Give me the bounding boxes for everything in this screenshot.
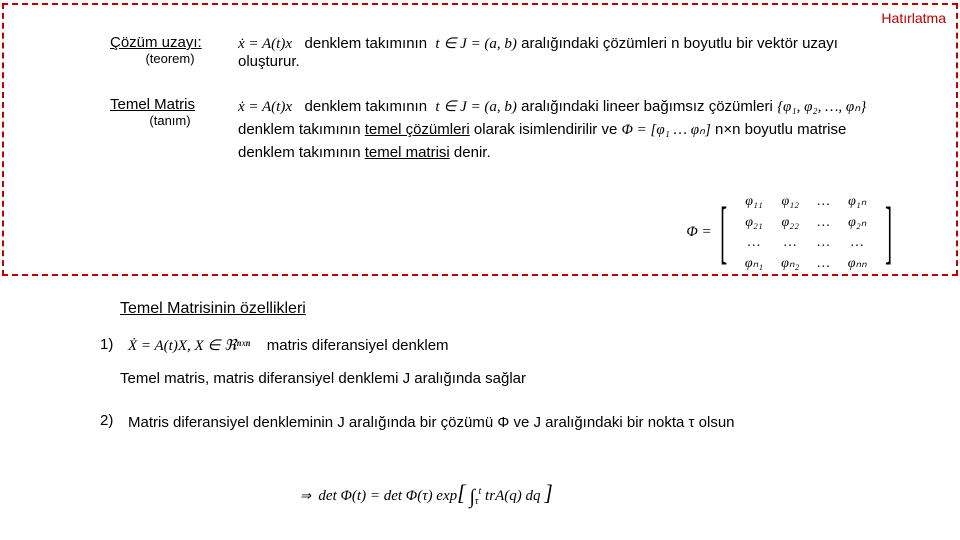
table-row: ………… [737,234,875,252]
fund-matrix-u1: temel çözümleri [365,121,470,138]
fund-matrix-p6: denir. [450,144,491,161]
cell: … [840,234,875,252]
fund-matrix-body: ẋ = A(t)x denklem takımının t ∈ J = (a, … [238,96,880,163]
item-1-line2: Temel matris, matris diferansiyel denkle… [120,370,526,387]
item-1-body: Ẋ = A(t)X, X ∈ ℜⁿˣⁿ matris diferansiyel … [128,336,880,355]
table-row: φ₂₁φ₂₂…φ₂ₙ [737,213,875,232]
cell: φ₁ₙ [840,192,875,211]
matrix-right-bracket: ] [885,198,892,268]
fund-matrix-sub: (tanım) [110,113,230,128]
cell: … [773,234,807,252]
matrix-left-bracket: [ [720,198,727,268]
phi-matrix: Φ = [ φ₁₁φ₁₂…φ₁ₙ φ₂₁φ₂₂…φ₂ₙ ………… φₙ₁φₙ₂…… [686,190,900,275]
item-1: 1) Ẋ = A(t)X, X ∈ ℜⁿˣⁿ matris diferansiy… [100,336,880,355]
cell: φₙₙ [840,254,875,273]
fund-matrix-interval: t ∈ J = (a, b) [435,99,517,115]
props-title: Temel Matrisinin özellikleri [120,300,306,318]
phi-matrix-body: φ₁₁φ₁₂…φ₁ₙ φ₂₁φ₂₂…φ₂ₙ ………… φₙ₁φₙ₂…φₙₙ [735,190,877,275]
item-2: 2) Matris diferansiyel denkleminin J ara… [100,412,870,433]
cell: … [809,234,837,252]
solution-space-sub: (teorem) [110,51,230,66]
solution-space-body: ẋ = A(t)x denklem takımının t ∈ J = (a, … [238,34,870,70]
fund-matrix-eq: ẋ = A(t)x [238,99,292,115]
item-1-num: 1) [100,336,128,353]
item-2-num: 2) [100,412,128,429]
fund-matrix-p4: olarak isimlendirilir ve [470,121,618,138]
solution-space-label: Çözüm uzayı: (teorem) [110,34,238,66]
cell: φ₁₁ [737,192,771,211]
item-2-body: Matris diferansiyel denkleminin J aralığ… [128,412,870,433]
fund-matrix-p3: denklem takımının [238,121,365,138]
cell: … [809,254,837,273]
solution-space-row: Çözüm uzayı: (teorem) ẋ = A(t)x denklem … [110,34,870,70]
fund-matrix-phimat: Φ = [φ₁ … φₙ] [621,122,710,138]
fund-matrix-title: Temel Matris [110,96,195,113]
item-2-result: ⇒ det Φ(t) = det Φ(τ) exp[ ∫τt trA(q) dq… [300,480,553,507]
solution-space-mid1: denklem takımının [305,35,428,52]
phi-matrix-sym: Φ = [686,224,711,241]
fund-matrix-row: Temel Matris (tanım) ẋ = A(t)x denklem t… [110,96,880,163]
solution-space-interval: t ∈ J = (a, b) [435,36,517,52]
cell: … [737,234,771,252]
cell: φ₂₁ [737,213,771,232]
fund-matrix-label: Temel Matris (tanım) [110,96,238,128]
table-row: φₙ₁φₙ₂…φₙₙ [737,254,875,273]
fund-matrix-p2: aralığındaki lineer bağımsız çözümleri [521,98,773,115]
fund-matrix-p1: denklem takımının [305,98,428,115]
fund-matrix-u2: temel matrisi [365,144,450,161]
item-1-eq: Ẋ = A(t)X, X ∈ ℜⁿˣⁿ [128,338,250,354]
cell: φ₁₂ [773,192,807,211]
cell: φ₂₂ [773,213,807,232]
reminder-label: Hatırlatma [881,10,946,26]
item-2-line: Matris diferansiyel denkleminin J aralığ… [128,414,735,431]
solution-space-title: Çözüm uzayı: [110,34,202,51]
table-row: φ₁₁φ₁₂…φ₁ₙ [737,192,875,211]
cell: … [809,192,837,211]
fund-matrix-phiset: {φ₁, φ₂, …, φₙ} [777,99,866,115]
cell: φ₂ₙ [840,213,875,232]
cell: φₙ₁ [737,254,771,273]
solution-space-eq: ẋ = A(t)x [238,36,292,52]
item-1-tail: matris diferansiyel denklem [267,337,449,354]
cell: … [809,213,837,232]
cell: φₙ₂ [773,254,807,273]
